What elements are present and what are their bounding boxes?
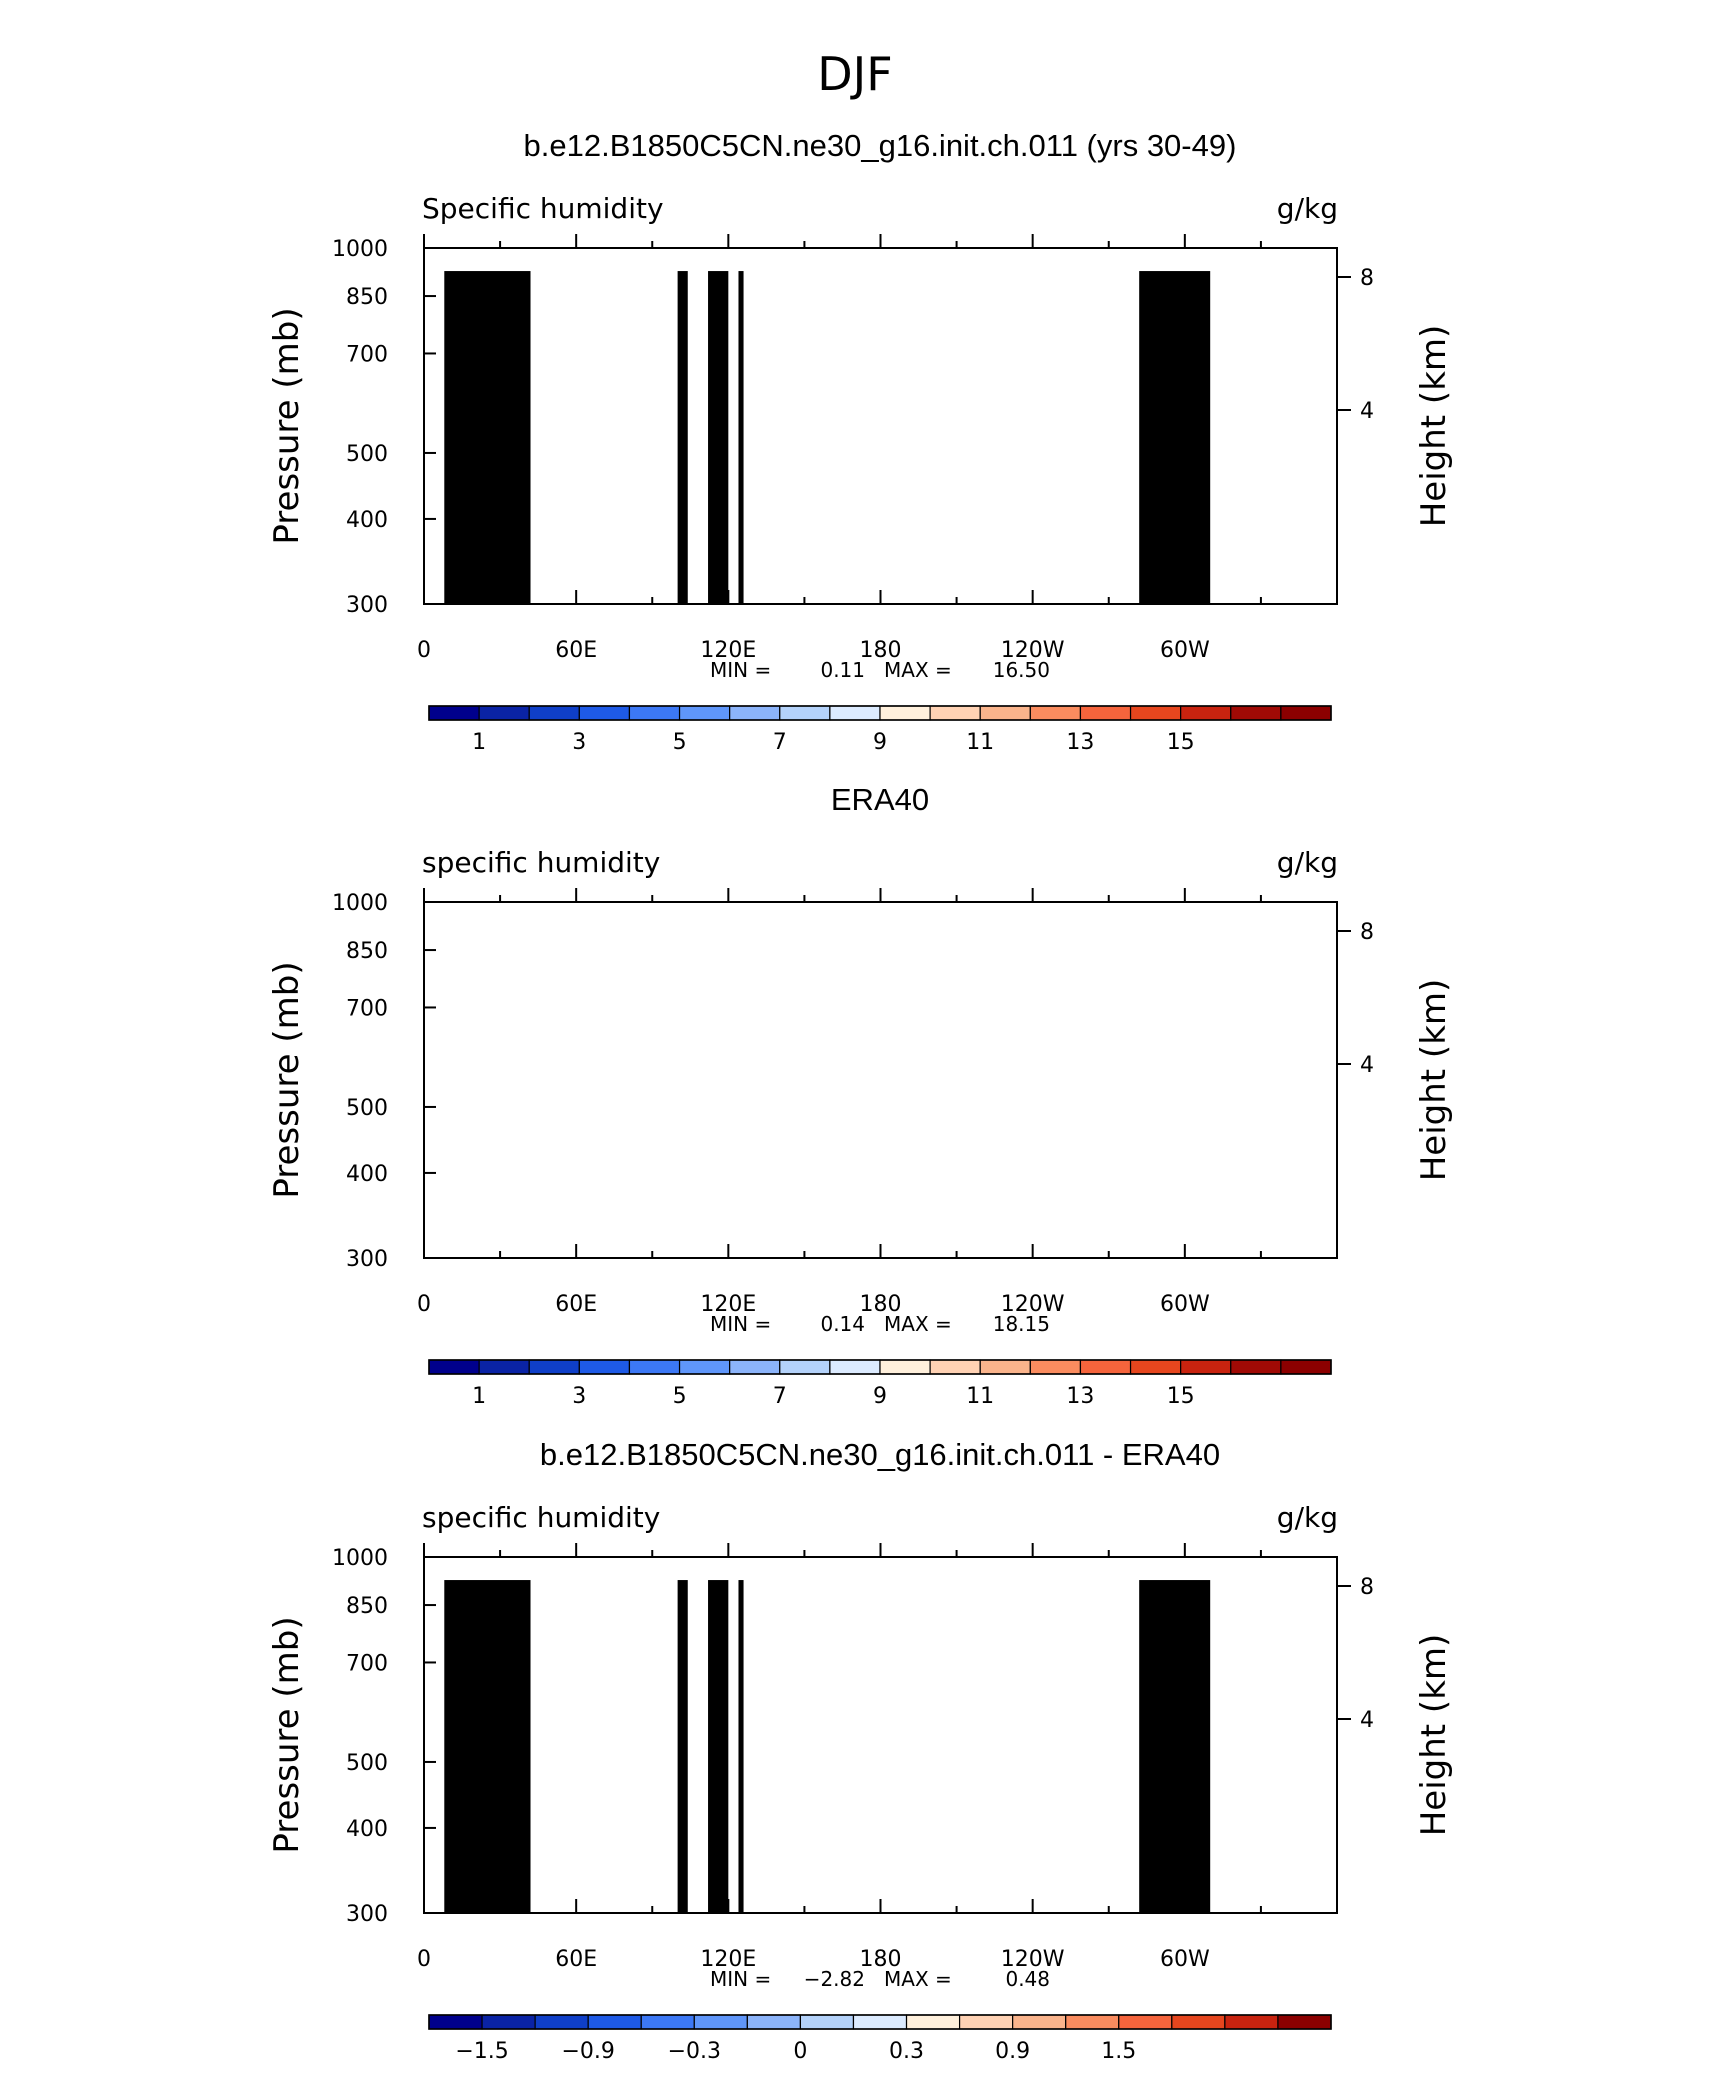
colorbar-label: 3 xyxy=(572,730,586,755)
max-label: MAX = xyxy=(884,658,952,682)
panel-title: ERA40 xyxy=(831,782,929,817)
x-tick-label: 60W xyxy=(1160,638,1210,663)
height-tick-label: 4 xyxy=(1360,399,1374,424)
colorbar-box xyxy=(578,705,631,721)
topography-mask xyxy=(444,271,1211,604)
topography-block xyxy=(495,290,523,604)
y-axis-label-right: Height (km) xyxy=(1414,325,1454,528)
colorbar-box xyxy=(879,705,931,721)
colorbar: 1 3 5 7 9 11 13 15 xyxy=(428,705,1332,755)
y-tick-label: 1000 xyxy=(332,237,388,262)
max-value: 16.50 xyxy=(993,658,1050,682)
colorbar-box xyxy=(779,705,831,721)
colorbar-box xyxy=(428,705,480,721)
x-tick-label: 120E xyxy=(700,638,756,663)
colorbar-box xyxy=(478,705,530,721)
height-tick-label: 8 xyxy=(1360,266,1374,291)
topography-block xyxy=(1139,271,1211,604)
panel-units: g/kg xyxy=(1277,846,1338,879)
min-value: 0.11 xyxy=(820,658,865,682)
min-label: MIN = xyxy=(710,658,771,682)
colorbar-label: 7 xyxy=(773,730,787,755)
colorbar-box xyxy=(678,705,731,721)
colorbar-label: 5 xyxy=(673,730,687,755)
colorbar-frame xyxy=(428,705,1332,721)
panel-units: g/kg xyxy=(1277,192,1338,225)
colorbar-label: 9 xyxy=(873,730,887,755)
y-tick-label: 500 xyxy=(346,442,388,467)
colorbar-box xyxy=(1029,705,1082,721)
topography-block xyxy=(738,271,744,604)
colorbar-label: 15 xyxy=(1167,730,1195,755)
colorbar-label: 1 xyxy=(472,730,486,755)
chart-panel-1: b.e12.B1850C5CN.ne30_g16.init.ch.011 (yr… xyxy=(267,128,1454,755)
colorbar-box xyxy=(829,705,881,721)
colorbar-box xyxy=(979,705,1031,721)
topography-block xyxy=(708,271,729,604)
colorbar-box xyxy=(528,705,580,721)
colorbar-label: 13 xyxy=(1066,730,1094,755)
colorbar-box xyxy=(929,705,981,721)
colorbar-box xyxy=(1280,705,1332,721)
topography-block xyxy=(677,271,688,604)
figure-title: DJF xyxy=(817,47,892,101)
colorbar-box xyxy=(1079,705,1132,721)
y-axis-label: Pressure (mb) xyxy=(267,307,307,544)
panel-title: b.e12.B1850C5CN.ne30_g16.init.ch.011 (yr… xyxy=(524,128,1237,163)
panels: b.e12.B1850C5CN.ne30_g16.init.ch.011 (yr… xyxy=(267,128,1454,2064)
x-tick-label: 0 xyxy=(417,638,431,663)
colorbar-box xyxy=(729,705,781,721)
colorbar-label: 11 xyxy=(966,730,994,755)
colorbar-box xyxy=(1230,705,1282,721)
y-tick-label: 400 xyxy=(346,508,388,533)
colorbar-box xyxy=(1180,705,1232,721)
colorbar-box xyxy=(628,705,681,721)
x-tick-label: 120W xyxy=(1001,638,1065,663)
y-tick-label: 700 xyxy=(346,342,388,367)
x-tick-label: 60E xyxy=(555,638,597,663)
panel-field-label: specific humidity xyxy=(422,846,660,879)
x-tick-label: 180 xyxy=(860,638,902,663)
panel-field-label: Specific humidity xyxy=(422,192,664,225)
y-tick-label: 300 xyxy=(346,593,388,618)
y-tick-label: 850 xyxy=(346,285,388,310)
colorbar-box xyxy=(1129,705,1182,721)
